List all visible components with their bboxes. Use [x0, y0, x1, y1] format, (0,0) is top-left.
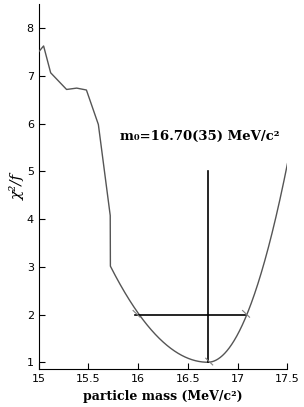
Y-axis label: χ²/f: χ²/f	[10, 174, 25, 200]
X-axis label: particle mass (MeV/c²): particle mass (MeV/c²)	[83, 390, 243, 403]
Text: m₀=16.70(35) MeV/c²: m₀=16.70(35) MeV/c²	[120, 130, 280, 143]
